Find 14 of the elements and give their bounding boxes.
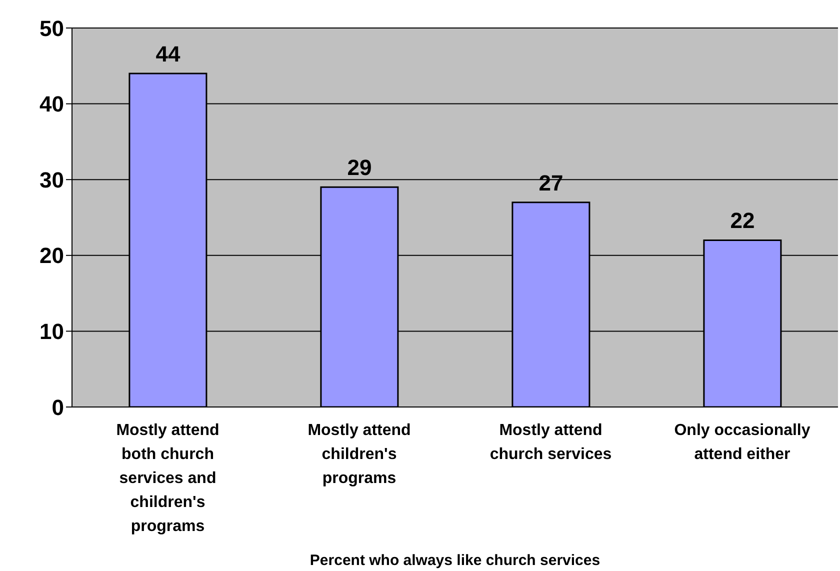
- x-tick-label: Only occasionally attend either: [674, 422, 810, 463]
- y-tick-label: 0: [52, 394, 64, 420]
- y-tick-label: 30: [40, 167, 64, 192]
- x-tick-label: Mostly attend church services: [490, 422, 612, 463]
- x-tick-label: Mostly attend both church services and children's programs: [116, 422, 220, 535]
- data-label: 44: [156, 41, 181, 66]
- y-tick-label: 10: [40, 319, 64, 344]
- x-tick-label: Mostly attend children's programs: [308, 422, 411, 487]
- data-label: 29: [347, 155, 372, 180]
- x-axis-title: Percent who always like church services: [310, 552, 600, 569]
- data-label: 22: [730, 208, 755, 234]
- y-tick-label: 40: [40, 92, 64, 117]
- y-tick-label: 50: [40, 16, 64, 41]
- y-tick-label: 20: [40, 243, 64, 268]
